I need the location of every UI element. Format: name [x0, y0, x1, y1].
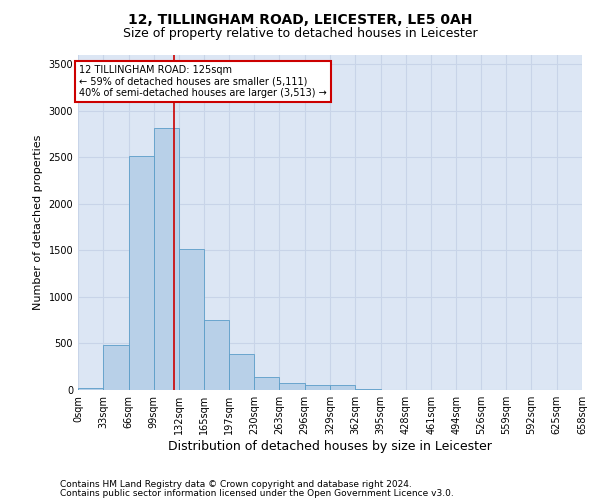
Y-axis label: Number of detached properties: Number of detached properties — [33, 135, 43, 310]
Bar — [254, 377, 280, 390]
Bar — [179, 250, 205, 390]
Bar — [128, 156, 154, 390]
Bar — [280, 384, 305, 390]
Text: Contains public sector information licensed under the Open Government Licence v3: Contains public sector information licen… — [60, 488, 454, 498]
Bar — [229, 354, 254, 390]
Text: 12, TILLINGHAM ROAD, LEICESTER, LE5 0AH: 12, TILLINGHAM ROAD, LEICESTER, LE5 0AH — [128, 12, 472, 26]
Bar — [355, 389, 380, 390]
Bar — [78, 388, 103, 390]
Bar — [330, 385, 355, 390]
X-axis label: Distribution of detached houses by size in Leicester: Distribution of detached houses by size … — [168, 440, 492, 453]
Text: Contains HM Land Registry data © Crown copyright and database right 2024.: Contains HM Land Registry data © Crown c… — [60, 480, 412, 489]
Bar — [154, 128, 179, 390]
Text: Size of property relative to detached houses in Leicester: Size of property relative to detached ho… — [122, 28, 478, 40]
Text: 12 TILLINGHAM ROAD: 125sqm
← 59% of detached houses are smaller (5,111)
40% of s: 12 TILLINGHAM ROAD: 125sqm ← 59% of deta… — [79, 65, 327, 98]
Bar — [103, 346, 128, 390]
Bar — [205, 320, 229, 390]
Bar — [305, 385, 330, 390]
